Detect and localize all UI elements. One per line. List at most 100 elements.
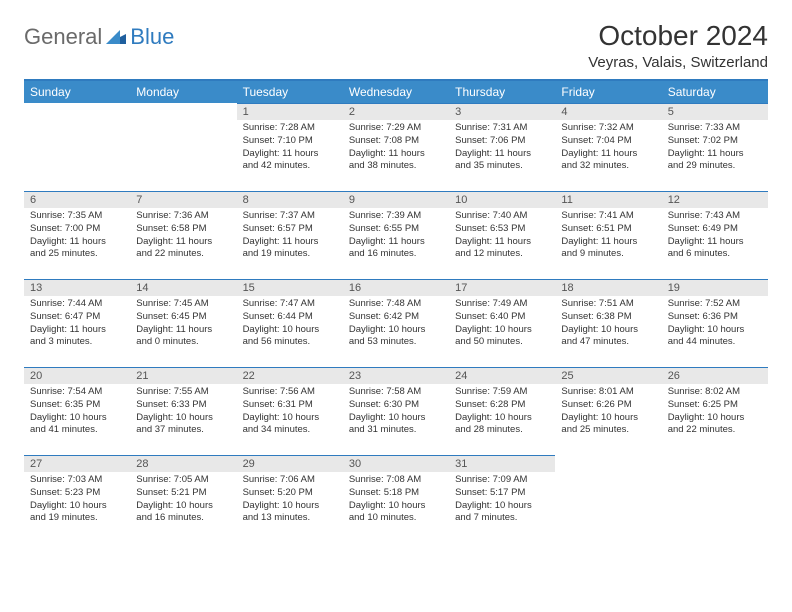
calendar-week-row: 20Sunrise: 7:54 AMSunset: 6:35 PMDayligh…: [24, 367, 768, 455]
day-details: Sunrise: 7:28 AMSunset: 7:10 PMDaylight:…: [237, 120, 343, 177]
sunrise-text: Sunrise: 7:32 AM: [561, 122, 655, 135]
daylight-text: Daylight: 11 hours and 12 minutes.: [455, 236, 549, 262]
sunset-text: Sunset: 5:23 PM: [30, 487, 124, 500]
sunset-text: Sunset: 6:44 PM: [243, 311, 337, 324]
calendar-cell: 24Sunrise: 7:59 AMSunset: 6:28 PMDayligh…: [449, 367, 555, 455]
day-details: Sunrise: 7:40 AMSunset: 6:53 PMDaylight:…: [449, 208, 555, 265]
day-details: Sunrise: 7:44 AMSunset: 6:47 PMDaylight:…: [24, 296, 130, 353]
day-number: 29: [237, 455, 343, 472]
day-details: Sunrise: 7:31 AMSunset: 7:06 PMDaylight:…: [449, 120, 555, 177]
day-number: 31: [449, 455, 555, 472]
weekday-header: Saturday: [662, 80, 768, 103]
daylight-text: Daylight: 11 hours and 3 minutes.: [30, 324, 124, 350]
location: Veyras, Valais, Switzerland: [588, 54, 768, 71]
calendar-cell: 23Sunrise: 7:58 AMSunset: 6:30 PMDayligh…: [343, 367, 449, 455]
calendar-cell: 15Sunrise: 7:47 AMSunset: 6:44 PMDayligh…: [237, 279, 343, 367]
daylight-text: Daylight: 11 hours and 29 minutes.: [668, 148, 762, 174]
sunrise-text: Sunrise: 8:02 AM: [668, 386, 762, 399]
sunrise-text: Sunrise: 7:51 AM: [561, 298, 655, 311]
calendar-cell: 13Sunrise: 7:44 AMSunset: 6:47 PMDayligh…: [24, 279, 130, 367]
calendar-cell: 6Sunrise: 7:35 AMSunset: 7:00 PMDaylight…: [24, 191, 130, 279]
day-details: Sunrise: 7:49 AMSunset: 6:40 PMDaylight:…: [449, 296, 555, 353]
daylight-text: Daylight: 10 hours and 56 minutes.: [243, 324, 337, 350]
calendar-cell: 10Sunrise: 7:40 AMSunset: 6:53 PMDayligh…: [449, 191, 555, 279]
calendar-cell: [662, 455, 768, 543]
calendar-cell: 22Sunrise: 7:56 AMSunset: 6:31 PMDayligh…: [237, 367, 343, 455]
daylight-text: Daylight: 10 hours and 16 minutes.: [136, 500, 230, 526]
day-number: 9: [343, 191, 449, 208]
sunset-text: Sunset: 6:38 PM: [561, 311, 655, 324]
daylight-text: Daylight: 11 hours and 6 minutes.: [668, 236, 762, 262]
day-number: 21: [130, 367, 236, 384]
day-number: 18: [555, 279, 661, 296]
sunset-text: Sunset: 6:57 PM: [243, 223, 337, 236]
day-details: Sunrise: 7:56 AMSunset: 6:31 PMDaylight:…: [237, 384, 343, 441]
day-details: Sunrise: 7:03 AMSunset: 5:23 PMDaylight:…: [24, 472, 130, 529]
daylight-text: Daylight: 11 hours and 35 minutes.: [455, 148, 549, 174]
day-number: 28: [130, 455, 236, 472]
day-details: Sunrise: 7:41 AMSunset: 6:51 PMDaylight:…: [555, 208, 661, 265]
sunrise-text: Sunrise: 7:41 AM: [561, 210, 655, 223]
calendar-cell: 19Sunrise: 7:52 AMSunset: 6:36 PMDayligh…: [662, 279, 768, 367]
daylight-text: Daylight: 10 hours and 13 minutes.: [243, 500, 337, 526]
sunrise-text: Sunrise: 7:59 AM: [455, 386, 549, 399]
sunset-text: Sunset: 6:31 PM: [243, 399, 337, 412]
calendar-week-row: 1Sunrise: 7:28 AMSunset: 7:10 PMDaylight…: [24, 103, 768, 191]
day-number: 8: [237, 191, 343, 208]
sunrise-text: Sunrise: 7:40 AM: [455, 210, 549, 223]
sunrise-text: Sunrise: 7:52 AM: [668, 298, 762, 311]
logo-triangle-icon: [106, 28, 126, 44]
day-number: 1: [237, 103, 343, 120]
calendar-cell: 25Sunrise: 8:01 AMSunset: 6:26 PMDayligh…: [555, 367, 661, 455]
sunset-text: Sunset: 6:35 PM: [30, 399, 124, 412]
daylight-text: Daylight: 10 hours and 22 minutes.: [668, 412, 762, 438]
sunset-text: Sunset: 6:47 PM: [30, 311, 124, 324]
calendar-cell: 27Sunrise: 7:03 AMSunset: 5:23 PMDayligh…: [24, 455, 130, 543]
day-details: Sunrise: 7:06 AMSunset: 5:20 PMDaylight:…: [237, 472, 343, 529]
calendar-cell: 12Sunrise: 7:43 AMSunset: 6:49 PMDayligh…: [662, 191, 768, 279]
day-details: Sunrise: 7:33 AMSunset: 7:02 PMDaylight:…: [662, 120, 768, 177]
sunrise-text: Sunrise: 7:49 AM: [455, 298, 549, 311]
daylight-text: Daylight: 10 hours and 28 minutes.: [455, 412, 549, 438]
day-number: 5: [662, 103, 768, 120]
sunrise-text: Sunrise: 7:56 AM: [243, 386, 337, 399]
sunset-text: Sunset: 6:33 PM: [136, 399, 230, 412]
logo: General Blue: [24, 24, 174, 50]
day-number: 19: [662, 279, 768, 296]
sunrise-text: Sunrise: 7:47 AM: [243, 298, 337, 311]
sunset-text: Sunset: 7:08 PM: [349, 135, 443, 148]
day-number: 10: [449, 191, 555, 208]
calendar-cell: 31Sunrise: 7:09 AMSunset: 5:17 PMDayligh…: [449, 455, 555, 543]
day-details: Sunrise: 7:09 AMSunset: 5:17 PMDaylight:…: [449, 472, 555, 529]
sunset-text: Sunset: 7:00 PM: [30, 223, 124, 236]
calendar-cell: 1Sunrise: 7:28 AMSunset: 7:10 PMDaylight…: [237, 103, 343, 191]
day-details: Sunrise: 7:05 AMSunset: 5:21 PMDaylight:…: [130, 472, 236, 529]
calendar-week-row: 13Sunrise: 7:44 AMSunset: 6:47 PMDayligh…: [24, 279, 768, 367]
calendar-cell: 30Sunrise: 7:08 AMSunset: 5:18 PMDayligh…: [343, 455, 449, 543]
sunrise-text: Sunrise: 7:43 AM: [668, 210, 762, 223]
day-details: Sunrise: 7:55 AMSunset: 6:33 PMDaylight:…: [130, 384, 236, 441]
sunrise-text: Sunrise: 7:35 AM: [30, 210, 124, 223]
calendar-cell: 5Sunrise: 7:33 AMSunset: 7:02 PMDaylight…: [662, 103, 768, 191]
calendar-week-row: 27Sunrise: 7:03 AMSunset: 5:23 PMDayligh…: [24, 455, 768, 543]
day-number: 30: [343, 455, 449, 472]
sunset-text: Sunset: 7:04 PM: [561, 135, 655, 148]
day-number: 12: [662, 191, 768, 208]
daylight-text: Daylight: 11 hours and 16 minutes.: [349, 236, 443, 262]
daylight-text: Daylight: 11 hours and 9 minutes.: [561, 236, 655, 262]
day-details: Sunrise: 7:36 AMSunset: 6:58 PMDaylight:…: [130, 208, 236, 265]
daylight-text: Daylight: 11 hours and 42 minutes.: [243, 148, 337, 174]
sunset-text: Sunset: 5:20 PM: [243, 487, 337, 500]
sunrise-text: Sunrise: 7:44 AM: [30, 298, 124, 311]
calendar-cell: 26Sunrise: 8:02 AMSunset: 6:25 PMDayligh…: [662, 367, 768, 455]
day-details: Sunrise: 7:52 AMSunset: 6:36 PMDaylight:…: [662, 296, 768, 353]
sunrise-text: Sunrise: 7:08 AM: [349, 474, 443, 487]
sunrise-text: Sunrise: 7:09 AM: [455, 474, 549, 487]
logo-text-2: Blue: [130, 24, 174, 50]
sunrise-text: Sunrise: 7:36 AM: [136, 210, 230, 223]
calendar-cell: 3Sunrise: 7:31 AMSunset: 7:06 PMDaylight…: [449, 103, 555, 191]
day-details: Sunrise: 7:47 AMSunset: 6:44 PMDaylight:…: [237, 296, 343, 353]
calendar-cell: [555, 455, 661, 543]
day-details: Sunrise: 8:01 AMSunset: 6:26 PMDaylight:…: [555, 384, 661, 441]
day-number: 17: [449, 279, 555, 296]
